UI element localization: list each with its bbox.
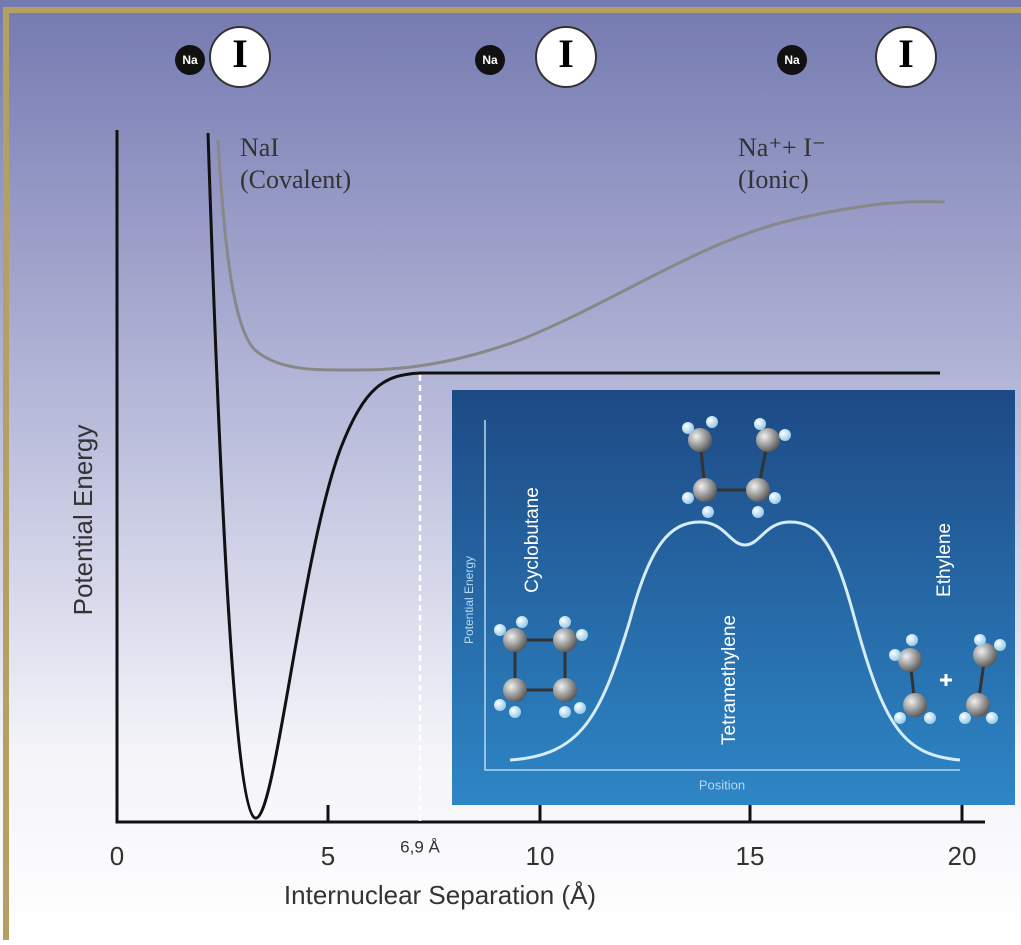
curve-label: (Ionic)	[738, 165, 809, 194]
axes	[115, 130, 985, 824]
inset-x-title: Position	[699, 777, 745, 792]
inset	[452, 390, 1015, 805]
covalent-curve	[206, 132, 940, 820]
curve-label: (Covalent)	[240, 165, 351, 194]
y-axis-title: Potential Energy	[68, 425, 98, 616]
marker-label: 6,9 Å	[400, 837, 440, 856]
atom-label: I	[558, 31, 574, 76]
curve-label: Na⁺+ I⁻	[738, 133, 826, 162]
ionic-curve	[216, 139, 946, 372]
atoms: Na I Na I Na I	[175, 26, 937, 88]
inset-axes	[484, 420, 960, 771]
x-tick-label: 15	[736, 841, 765, 871]
atom-label: Na	[182, 53, 198, 67]
x-tick-label: 20	[948, 841, 977, 871]
ticks	[326, 805, 964, 822]
x-axis-title: Internuclear Separation (Å)	[284, 880, 596, 910]
curve-label: NaI	[240, 133, 279, 162]
x-tick-label: 10	[526, 841, 555, 871]
atom-label: I	[232, 31, 248, 76]
state-label: Cyclobutane	[522, 487, 543, 593]
state-label: Ethylene	[934, 523, 955, 597]
molecule-atoms	[494, 416, 1006, 724]
inset-y-title: Potential Energy	[462, 556, 476, 644]
inset-curve	[509, 520, 961, 762]
atom-label: Na	[482, 53, 498, 67]
frame	[3, 7, 1021, 940]
x-tick-label: 5	[321, 841, 335, 871]
atom-label: Na	[784, 53, 800, 67]
x-tick-label: 0	[110, 841, 124, 871]
atom-label: I	[898, 31, 914, 76]
state-label: Tetramethylene	[719, 615, 740, 745]
